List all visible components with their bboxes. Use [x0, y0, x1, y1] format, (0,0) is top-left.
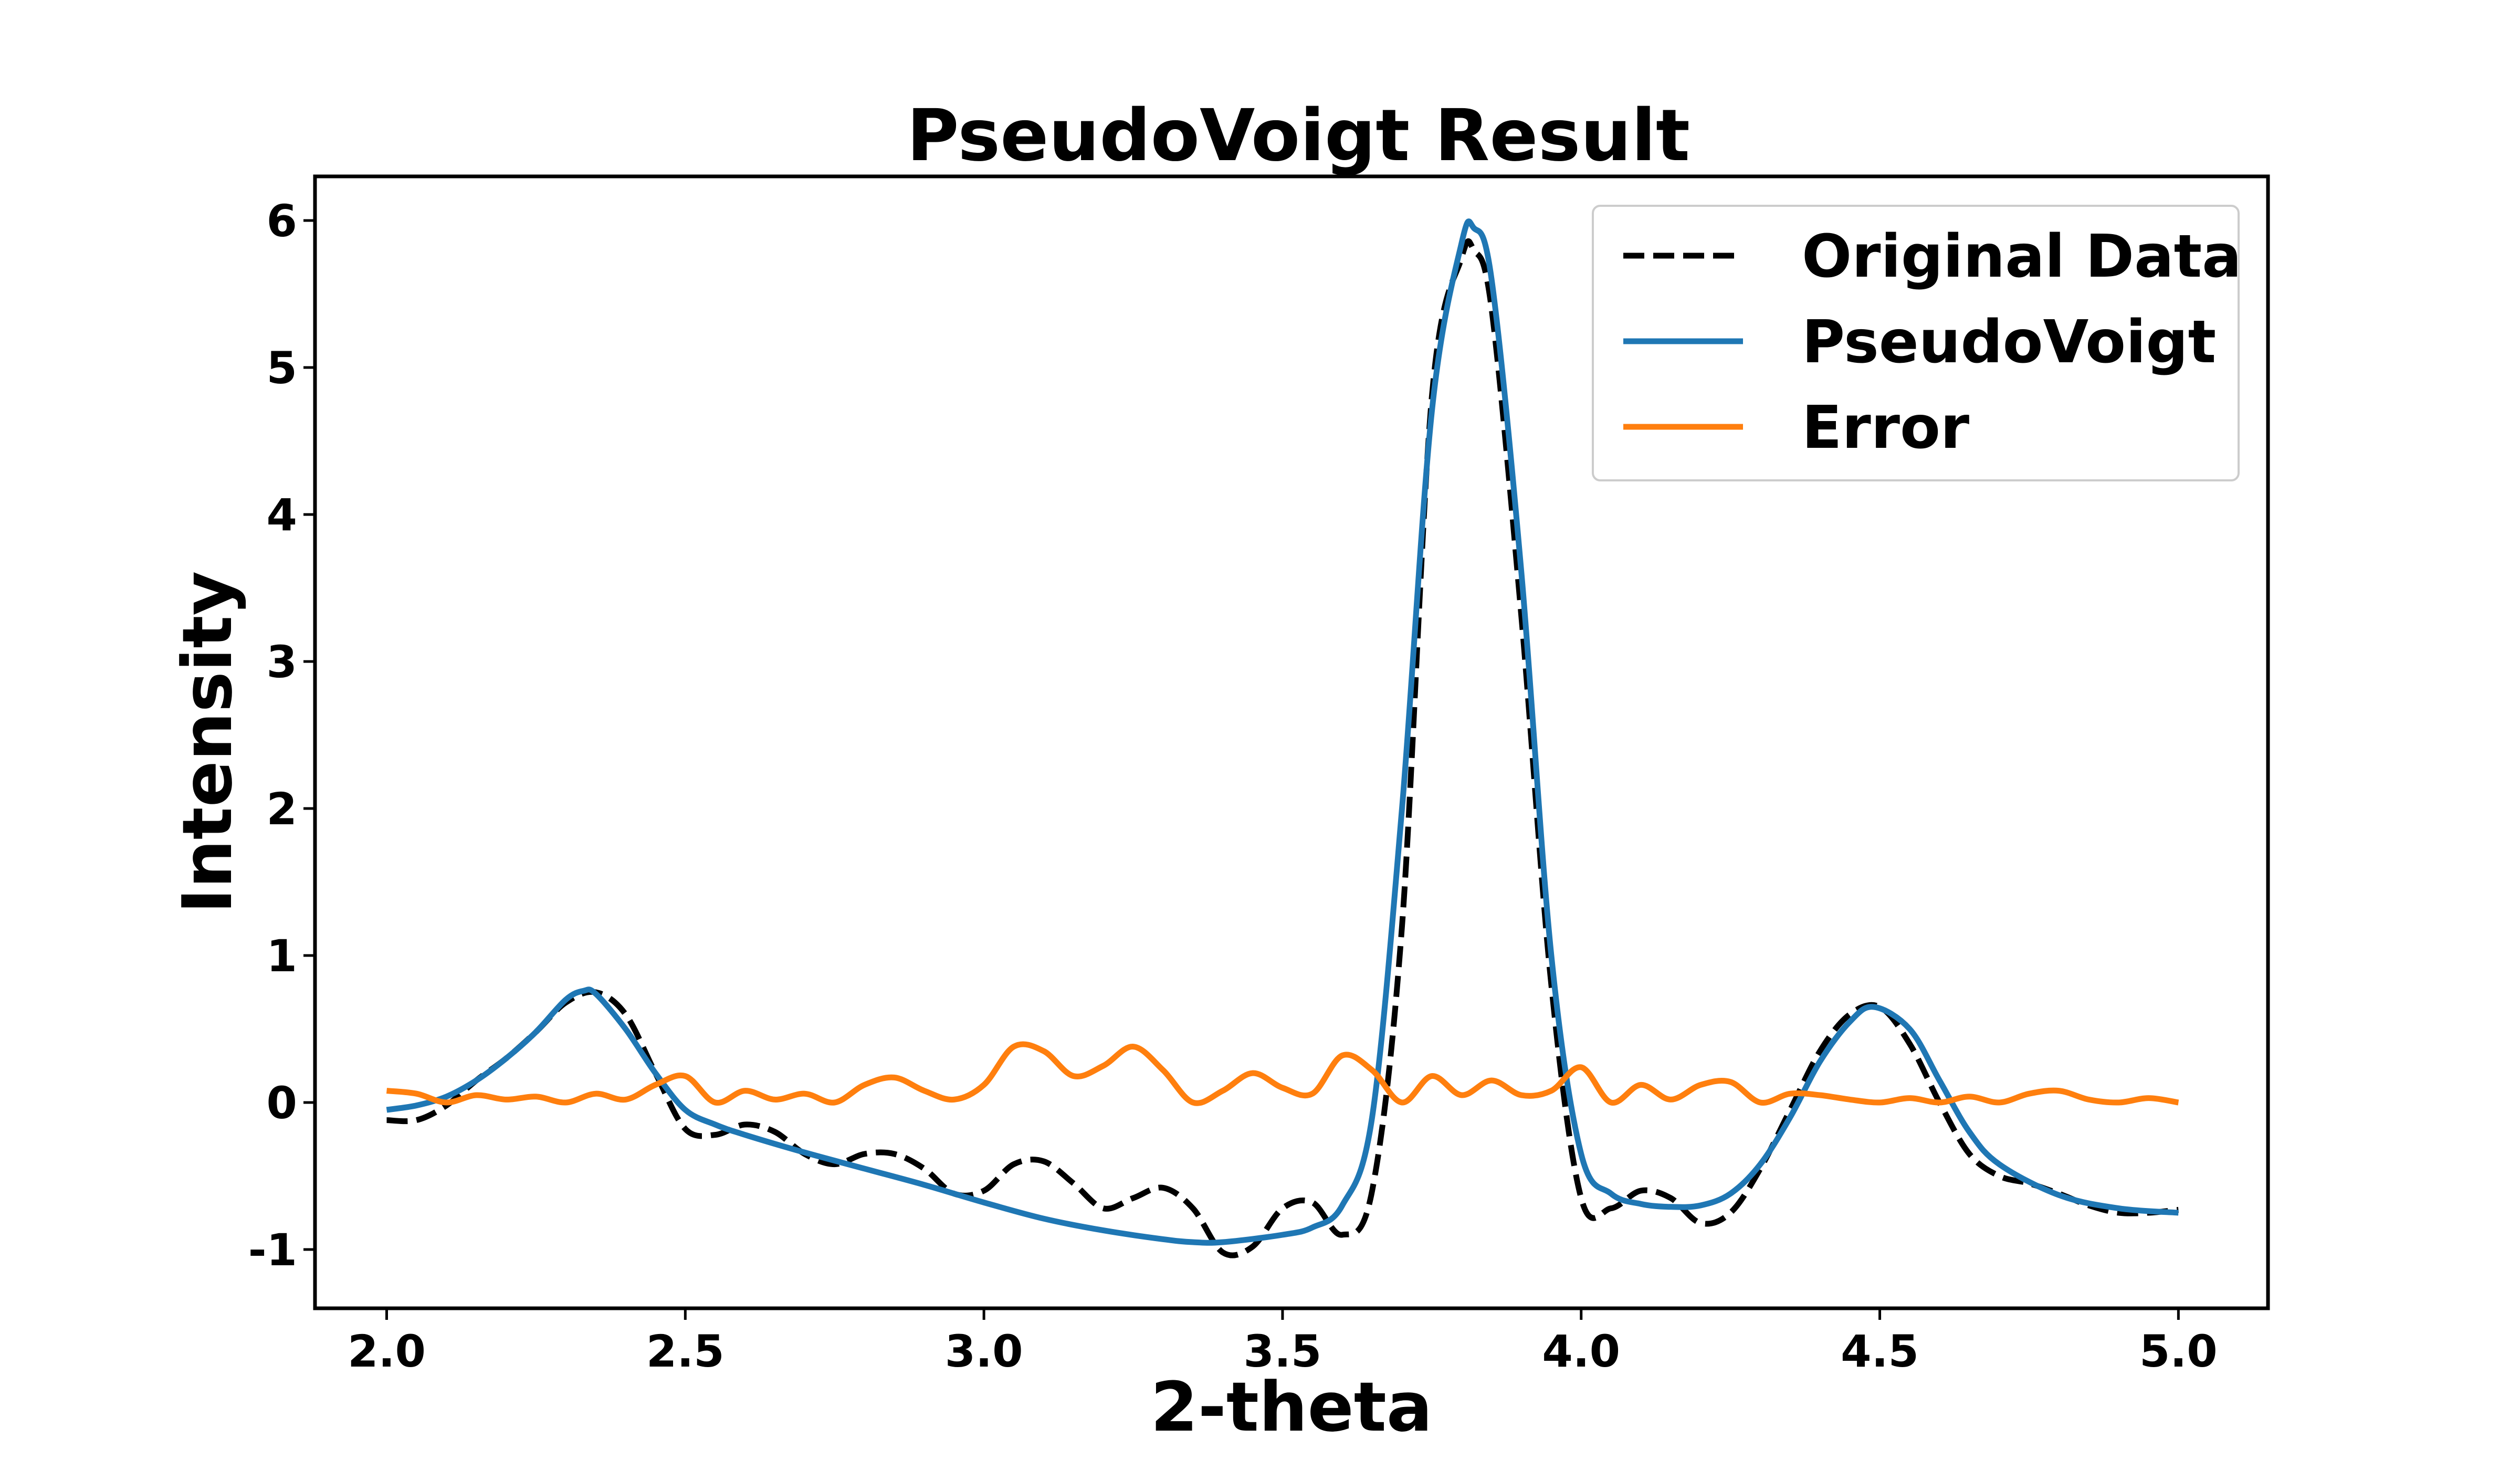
- y-tick-label: 4: [267, 489, 297, 541]
- chart-title: PseudoVoigt Result: [907, 94, 1690, 177]
- plot-frame: [313, 174, 2270, 1310]
- x-tick-label: 4.5: [1841, 1326, 1919, 1377]
- x-tick-label: 4.0: [1542, 1326, 1620, 1377]
- legend-items: Original Data PseudoVoigt Error: [1623, 223, 2242, 462]
- x-tick-label: 2.0: [348, 1326, 426, 1377]
- y-tick-label: 0: [267, 1077, 297, 1129]
- y-tick-label: 5: [267, 342, 297, 394]
- y-tick-label: 3: [267, 636, 297, 688]
- plot-area: [313, 174, 2270, 1310]
- x-tick-label: 5.0: [2139, 1326, 2218, 1377]
- y-tick-label: 6: [267, 195, 297, 247]
- y-axis: -1 0 1 2 3 4 5 6: [248, 195, 315, 1276]
- legend-box: [1592, 205, 2240, 481]
- y-tick-label: 1: [267, 930, 297, 982]
- x-tick-label: 3.5: [1244, 1326, 1322, 1377]
- series-line-original-data: [386, 238, 2179, 1258]
- legend-label: Error: [1802, 394, 1969, 462]
- legend: Original Data PseudoVoigt Error: [1592, 205, 2242, 481]
- x-axis-label: 2-theta: [1150, 1367, 1432, 1447]
- y-tick-label: -1: [248, 1224, 297, 1276]
- series-line-error: [386, 1041, 2179, 1106]
- x-tick-label: 3.0: [945, 1326, 1023, 1377]
- series-line-pseudovoigt: [386, 218, 2179, 1246]
- y-axis-label: Intensity: [167, 571, 247, 914]
- legend-label: PseudoVoigt: [1802, 308, 2216, 376]
- y-tick-label: 2: [267, 783, 297, 835]
- series-layer: [386, 218, 2179, 1258]
- x-tick-label: 2.5: [646, 1326, 724, 1377]
- legend-label: Original Data: [1802, 223, 2242, 291]
- x-axis: 2.0 2.5 3.0 3.5 4.0 4.5 5.0: [348, 1308, 2218, 1377]
